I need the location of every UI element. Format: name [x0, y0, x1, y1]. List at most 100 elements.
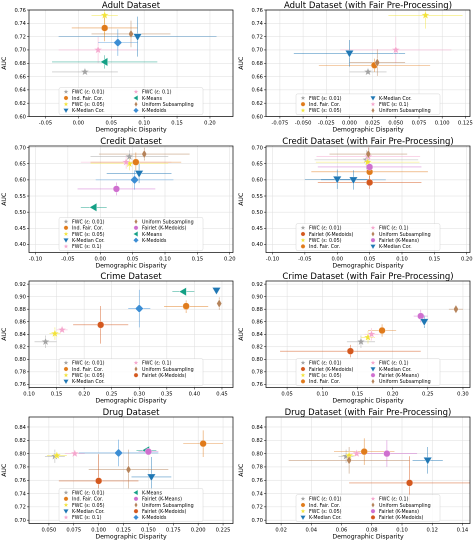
data-point — [130, 174, 139, 184]
legend-label: K-Median Cor. — [72, 108, 105, 114]
legend-marker — [300, 107, 306, 113]
y-axis-label: AUC — [238, 463, 245, 476]
y-tick-label: 0.78 — [14, 464, 26, 470]
x-tick-label: 0.15 — [171, 121, 183, 127]
legend-label: Ind. Fair. Cor. — [72, 496, 103, 502]
x-tick-label: -0.05 — [39, 121, 52, 127]
y-tick-label: 0.40 — [251, 242, 263, 248]
x-tick-label: 0.050 — [41, 527, 56, 533]
x-tick-label: 0.15 — [51, 392, 63, 398]
y-tick-label: 0.92 — [251, 282, 263, 288]
legend-label: FWC (ε: 0.01) — [72, 361, 105, 367]
legend-label: Fairlet (K-Means) — [379, 373, 419, 379]
x-tick-label: 0.10 — [23, 392, 35, 398]
y-tick-label: 0.62 — [251, 101, 263, 107]
x-tick-label: 0.15 — [192, 256, 204, 262]
legend-label: Fairlet (K-Means) — [142, 496, 182, 502]
data-point — [50, 328, 60, 338]
legend-marker — [63, 379, 69, 385]
x-axis-label: Demographic Disparity — [332, 127, 404, 134]
x-tick-label: -0.050 — [295, 121, 312, 127]
y-tick-label: 0.78 — [251, 370, 263, 376]
data-point — [391, 45, 401, 54]
data-point — [366, 162, 374, 170]
plot-frame — [265, 416, 471, 524]
legend-label: FWC (ε: 0.1) — [72, 244, 102, 250]
x-tick-label: 0.10 — [138, 121, 150, 127]
legend-label: FWC (ε: 0.1) — [379, 496, 409, 502]
x-tick-label: 0.125 — [458, 121, 473, 127]
data-point — [421, 10, 430, 20]
y-tick-label: 0.86 — [14, 320, 26, 326]
x-tick-label: 0.125 — [116, 527, 131, 533]
legend-marker — [300, 94, 306, 101]
legend-marker — [370, 359, 376, 366]
data-point — [453, 304, 459, 314]
data-point — [146, 473, 156, 481]
legend-marker — [133, 495, 139, 501]
x-tick-label: 0.20 — [204, 121, 216, 127]
y-tick-label: 0.72 — [251, 34, 263, 40]
y-tick-label: 0.60 — [251, 177, 263, 183]
legend-label: Fairlet (K-Medoids) — [309, 367, 353, 373]
scatter-chart: Adult Dataset -0.05 0.00 0.05 0.10 0.15 0.20 0.… — [1, 1, 234, 134]
scatter-chart: Crime Dataset (with Fair Pre-Processing)… — [238, 272, 471, 405]
data-point — [216, 299, 222, 309]
x-tick-label: 0.10 — [396, 527, 408, 533]
x-tick-label: 0.050 — [388, 121, 403, 127]
x-tick-label: 0.08 — [366, 527, 378, 533]
legend-label: FWC (ε: 0.01) — [309, 361, 342, 367]
x-tick-label: 0.200 — [191, 527, 206, 533]
x-axis-label: Demographic Disparity — [95, 533, 167, 540]
legend-label: Uniform Subsampling — [379, 231, 431, 237]
legend-marker — [300, 236, 306, 243]
legend-label: Fairlet (K-Medoids) — [142, 225, 186, 231]
legend-marker — [134, 366, 138, 372]
data-point — [89, 202, 97, 212]
data-point — [346, 347, 354, 355]
chart-title: Adult Dataset — [102, 1, 161, 11]
y-tick-label: 0.68 — [251, 61, 263, 67]
legend-label: FWC (ε: 0.1) — [379, 102, 409, 108]
x-tick-label: 0.075 — [412, 121, 427, 127]
data-point — [97, 321, 105, 329]
legend-label: Ind. Fair. Cor. — [72, 225, 103, 231]
x-tick-label: 0.000 — [342, 121, 357, 127]
data-point — [182, 302, 190, 310]
legend-label: K-Median Cor. — [309, 515, 342, 521]
legend-label: Ind. Fair. Cor. — [309, 244, 340, 250]
legend-box — [58, 87, 204, 115]
x-tick-label: 0.10 — [159, 256, 171, 262]
x-axis-label: Demographic Disparity — [95, 127, 167, 134]
y-tick-label: 0.45 — [14, 226, 26, 232]
legend-label: Fairlet (K-Means) — [379, 509, 419, 515]
y-tick-label: 0.82 — [251, 345, 263, 351]
legend-marker — [133, 372, 139, 378]
legend-marker — [300, 101, 306, 107]
y-tick-label: 0.50 — [251, 209, 263, 215]
data-point — [366, 178, 374, 186]
x-tick-label: 0.20 — [461, 256, 473, 262]
legend-label: K-Median Cor. — [72, 238, 105, 244]
scatter-chart: Drug Dataset (with Fair Pre-Processing) 0… — [238, 408, 471, 540]
legend-marker — [370, 95, 376, 101]
legend-label: Uniform Subsampling — [379, 108, 431, 114]
legend-label: Uniform Subsampling — [379, 502, 431, 508]
x-tick-label: 0.06 — [336, 527, 348, 533]
legend-label: FWC (ε: 0.05) — [309, 238, 342, 244]
legend-marker — [300, 514, 306, 520]
x-axis-label: Demographic Disparity — [332, 398, 404, 405]
legend-box — [295, 493, 441, 522]
y-tick-label: 0.65 — [251, 161, 263, 167]
data-point — [332, 175, 342, 184]
y-tick-label: 0.55 — [251, 193, 263, 199]
y-tick-label: 0.82 — [251, 438, 263, 444]
panel-drug: Drug Dataset 0.050 0.075 0.100 0.125 0.150 0.1… — [0, 407, 237, 542]
x-tick-label: 0.20 — [387, 392, 399, 398]
data-point — [352, 448, 362, 457]
plot-frame — [265, 145, 471, 253]
legend-label: Ind. Fair. Cor. — [72, 367, 103, 373]
legend-marker — [133, 224, 139, 230]
scatter-chart: Credit Dataset (with Fair Pre-Processing… — [238, 137, 473, 270]
